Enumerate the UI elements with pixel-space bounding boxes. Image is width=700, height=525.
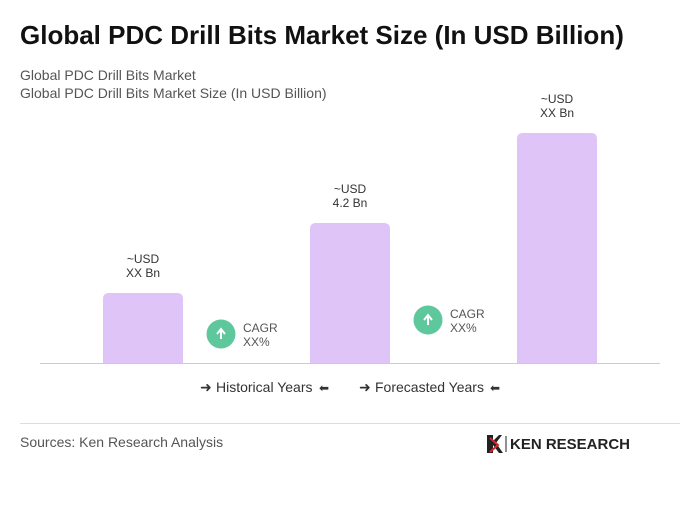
logo-icon bbox=[489, 437, 500, 453]
chart-subtitle: Global PDC Drill Bits Market bbox=[20, 67, 196, 83]
period-arrow: ➜ bbox=[200, 379, 212, 395]
source: Sources: Ken Research Analysis bbox=[20, 434, 223, 450]
data-label: ~USD 4.2 Bn bbox=[333, 182, 368, 210]
data-label: ~USD XX Bn bbox=[126, 252, 160, 280]
cagr-label: CAGR bbox=[243, 321, 278, 335]
chart-title: Global PDC Drill Bits Market Size (In US… bbox=[20, 20, 624, 50]
bar bbox=[103, 293, 183, 363]
bar bbox=[310, 223, 390, 363]
chart-subtitle: Global PDC Drill Bits Market Size (In US… bbox=[20, 85, 327, 101]
cagr-value: XX% bbox=[243, 335, 270, 349]
period-arrow: ⬅ bbox=[490, 381, 500, 395]
bar bbox=[517, 133, 597, 363]
cagr-label: CAGR bbox=[450, 307, 485, 321]
period-arrow: ➜ bbox=[359, 379, 371, 395]
logo-icon bbox=[487, 435, 503, 453]
cagr-value: XX% bbox=[450, 321, 477, 335]
cagr-arrow bbox=[216, 327, 226, 339]
cagr-arrow bbox=[423, 313, 433, 325]
period-label: Forecasted Years bbox=[375, 379, 484, 395]
logo: KEN RESEARCH bbox=[487, 435, 630, 453]
period-label: Historical Years bbox=[216, 379, 313, 395]
data-label: ~USD XX Bn bbox=[540, 92, 574, 120]
period-arrow: ⬅ bbox=[319, 381, 329, 395]
logo-text: KEN RESEARCH bbox=[510, 436, 630, 453]
